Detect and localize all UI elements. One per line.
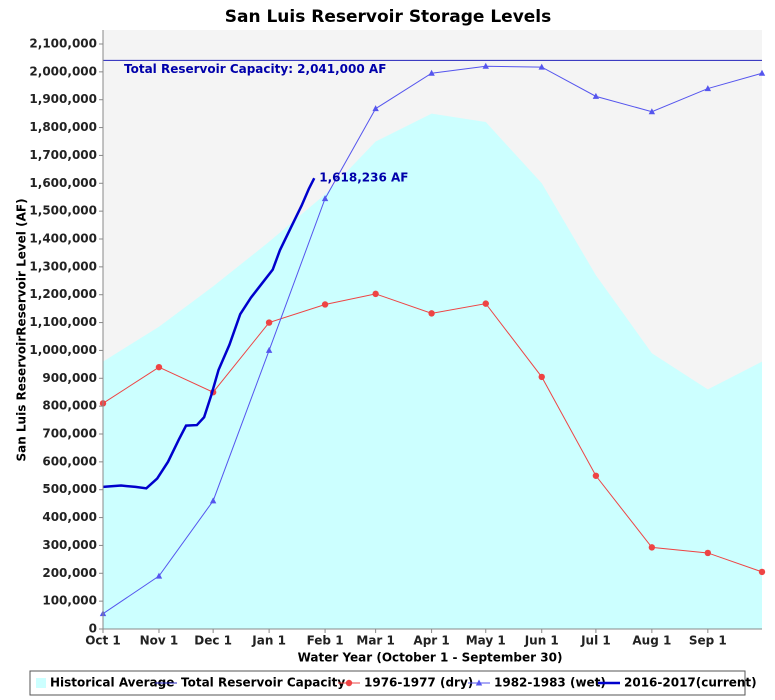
y-tick-label: 900,000 bbox=[42, 371, 97, 385]
annotation: 1,618,236 AF bbox=[319, 171, 408, 185]
point bbox=[265, 346, 273, 353]
y-tick-label: 200,000 bbox=[42, 566, 97, 580]
legend-label: 2016-2017(current) bbox=[624, 676, 757, 690]
point bbox=[265, 319, 273, 326]
y-tick-label: 1,500,000 bbox=[29, 204, 97, 218]
y-tick-label: 2,000,000 bbox=[29, 64, 97, 78]
y-tick-label: 500,000 bbox=[42, 482, 97, 496]
y-tick-label: 400,000 bbox=[42, 510, 97, 524]
point bbox=[538, 373, 545, 381]
y-tick-label: 1,200,000 bbox=[29, 287, 97, 301]
point bbox=[482, 300, 489, 307]
point bbox=[538, 63, 545, 70]
point bbox=[475, 679, 483, 686]
point bbox=[345, 679, 353, 687]
x-tick-label: Dec 1 bbox=[194, 634, 232, 648]
area bbox=[103, 113, 762, 629]
point bbox=[592, 472, 600, 479]
legend: Historical Average Total Reservoir Capaci… bbox=[36, 676, 757, 690]
x-tick-label: Jan 1 bbox=[251, 634, 286, 648]
legend-label: 1976-1977 (dry) bbox=[364, 676, 473, 690]
y-tick-label: 800,000 bbox=[42, 399, 97, 413]
point bbox=[482, 62, 489, 69]
x-tick-label: Sep 1 bbox=[689, 634, 727, 648]
point bbox=[704, 85, 712, 92]
point bbox=[758, 568, 766, 576]
annotation: Total Reservoir Capacity: 2,041,000 AF bbox=[124, 62, 386, 76]
x-tick-label: Mar 1 bbox=[356, 634, 394, 648]
y-tick-label: 1,400,000 bbox=[29, 232, 97, 246]
y-axis-label: San Luis ReservoirReservoir Level (AF) bbox=[15, 198, 29, 461]
x-axis-label: Water Year (October 1 - September 30) bbox=[298, 651, 563, 665]
plot-layer bbox=[99, 59, 766, 629]
chart-title: San Luis Reservoir Storage Levels bbox=[225, 7, 552, 27]
y-tick-label: 100,000 bbox=[42, 594, 97, 608]
y-tick-label: 1,600,000 bbox=[29, 176, 97, 190]
point bbox=[428, 310, 435, 317]
point bbox=[648, 108, 656, 115]
legend-label: Total Reservoir Capacity bbox=[181, 676, 345, 690]
legend-label: 1982-1983 (wet) bbox=[494, 676, 606, 690]
y-tick-label: 600,000 bbox=[42, 454, 97, 468]
point bbox=[155, 363, 163, 371]
x-tick-label: Apr 1 bbox=[413, 634, 449, 648]
x-tick-label: May 1 bbox=[466, 634, 506, 648]
x-tick-label: Jul 1 bbox=[580, 634, 611, 648]
x-tick-label: Jun 1 bbox=[524, 634, 559, 648]
y-tick-label: 1,300,000 bbox=[29, 259, 97, 273]
legend-label: Historical Average bbox=[50, 676, 174, 690]
legend-box bbox=[29, 670, 746, 696]
point bbox=[758, 69, 766, 76]
point bbox=[209, 497, 217, 504]
legend-swatch bbox=[36, 678, 46, 688]
x-tick-label: Oct 1 bbox=[85, 634, 121, 648]
y-tick-label: 1,700,000 bbox=[29, 148, 97, 162]
point bbox=[704, 549, 712, 557]
point bbox=[372, 105, 379, 112]
x-tick-label: Aug 1 bbox=[632, 634, 671, 648]
y-tick-label: 300,000 bbox=[42, 538, 97, 552]
x-tick-label: Feb 1 bbox=[307, 634, 344, 648]
point bbox=[321, 195, 329, 202]
point bbox=[372, 290, 379, 298]
y-tick-label: 2,100,000 bbox=[29, 37, 97, 51]
y-tick-label: 0 bbox=[89, 622, 97, 636]
point bbox=[428, 69, 435, 76]
x-tick-label: Nov 1 bbox=[140, 634, 179, 648]
point bbox=[592, 92, 600, 99]
point bbox=[155, 572, 163, 579]
y-tick-label: 700,000 bbox=[42, 427, 97, 441]
line bbox=[102, 177, 316, 490]
y-tick-label: 1,100,000 bbox=[29, 315, 97, 329]
y-tick-label: 1,000,000 bbox=[29, 343, 97, 357]
y-tick-label: 1,800,000 bbox=[29, 120, 97, 134]
point bbox=[648, 544, 656, 551]
point bbox=[321, 301, 329, 308]
y-tick-label: 1,900,000 bbox=[29, 92, 97, 106]
